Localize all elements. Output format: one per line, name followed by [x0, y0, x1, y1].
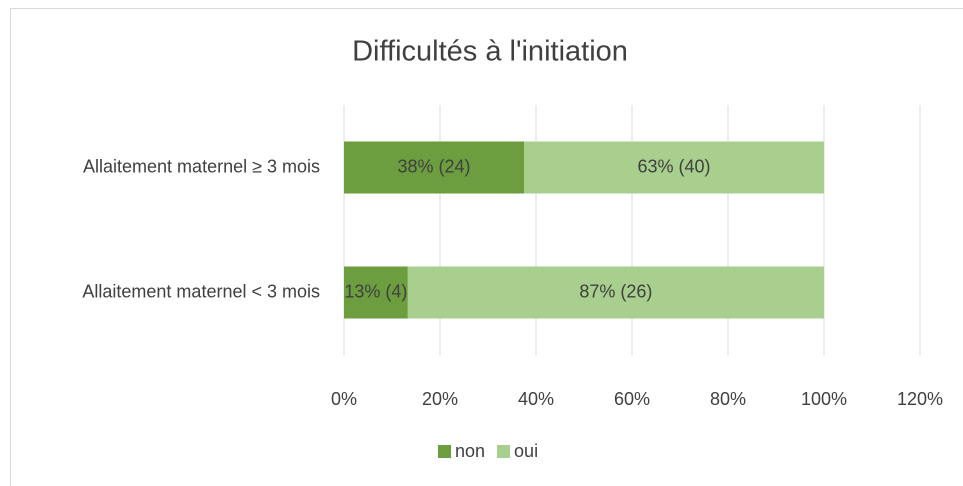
x-tick-label: 0% [331, 389, 357, 409]
x-tick-label: 20% [422, 389, 458, 409]
x-tick-label: 120% [897, 389, 943, 409]
y-tick-label: Allaitement maternel ≥ 3 mois [83, 156, 320, 176]
value-label: 13% (4) [344, 281, 407, 301]
x-tick-label: 100% [801, 389, 847, 409]
legend-label: oui [514, 441, 538, 461]
value-label: 87% (26) [579, 281, 652, 301]
x-tick-label: 80% [710, 389, 746, 409]
value-label: 38% (24) [397, 156, 470, 176]
value-label: 63% (40) [637, 156, 710, 176]
legend-swatch [438, 445, 451, 458]
bar-segment [344, 266, 408, 319]
bar-segment [524, 141, 824, 194]
legend-swatch [497, 445, 511, 458]
bar-segment [344, 141, 524, 194]
legend-label: non [455, 441, 485, 461]
y-tick-label: Allaitement maternel < 3 mois [82, 281, 320, 301]
x-tick-label: 60% [614, 389, 650, 409]
chart-title: Difficultés à l'initiation [352, 36, 628, 68]
chart-border [10, 8, 963, 486]
x-tick-label: 40% [518, 389, 554, 409]
bar-segment [407, 266, 824, 319]
